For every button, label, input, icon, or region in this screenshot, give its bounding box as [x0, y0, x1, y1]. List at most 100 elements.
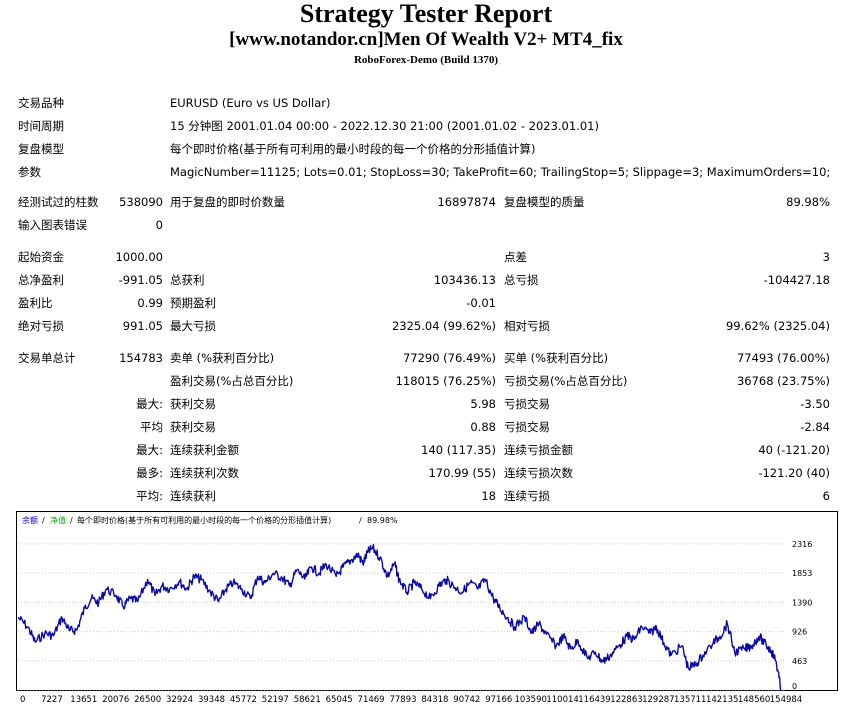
- avgcons-losses-label: 连续亏损: [504, 489, 550, 503]
- largest-prefix: 最大:: [136, 397, 163, 411]
- y-tick-label: 2316: [792, 540, 812, 549]
- legend-quality: 89.98%: [367, 516, 398, 525]
- deposit-label: 起始资金: [18, 250, 64, 264]
- x-tick-label: 26500: [134, 695, 161, 705]
- model-label: 复盘模型: [18, 142, 64, 156]
- avgcons-row: 平均: 连续获利 18 连续亏损 6: [0, 485, 852, 507]
- long-label: 买单 (%获利百分比): [504, 351, 609, 365]
- gross-loss-value: -104427.18: [763, 273, 830, 287]
- average-prefix: 平均: [140, 420, 163, 434]
- report-header: Strategy Tester Report [www.notandor.cn]…: [0, 0, 852, 68]
- params-label: 参数: [18, 165, 41, 179]
- report-title: Strategy Tester Report: [299, 0, 553, 28]
- x-tick-label: 13651: [70, 695, 97, 705]
- x-tick-label: 20076: [102, 695, 129, 705]
- gross-loss-label: 总亏损: [504, 273, 539, 287]
- loss-trades-label: 亏损交易(%占总百分比): [504, 374, 628, 388]
- bars-value: 538090: [119, 195, 163, 209]
- bars-row: 经测试过的柱数 538090 用于复盘的即时价数量 16897874 复盘模型的…: [0, 191, 852, 213]
- maxcons-wins-label: 连续获利金额: [170, 443, 239, 457]
- params-value: MagicNumber=11125; Lots=0.01; StopLoss=3…: [170, 165, 831, 179]
- maxcons-losses-label: 连续亏损金额: [504, 443, 573, 457]
- avgcons-wins-value: 18: [481, 489, 496, 503]
- x-tick-label: 110014: [546, 695, 578, 705]
- x-tick-label: 103590: [514, 695, 546, 705]
- y-axis-ticks: 2316 1853 1390 926 463 0: [792, 540, 812, 691]
- errors-value: 0: [155, 218, 163, 232]
- x-tick-label: 97166: [485, 695, 512, 705]
- x-axis-ticks: 0 7227 13651 20076 26500 32924 39348 45772 52197…: [20, 695, 802, 705]
- legend-equity: 净值: [50, 515, 66, 525]
- x-tick-label: 0: [20, 695, 25, 705]
- x-tick-label: 45772: [230, 695, 257, 705]
- loss-trades-value: 36768 (23.75%): [736, 374, 830, 388]
- y-tick-label: 1853: [792, 569, 812, 578]
- y-tick-label: 926: [792, 628, 807, 637]
- legend-separator-3: /: [359, 516, 362, 525]
- rel-dd-label: 相对亏损: [504, 319, 550, 333]
- chart-frame: [16, 511, 838, 691]
- quality-value: 89.98%: [786, 195, 830, 209]
- ticks-label: 用于复盘的即时价数量: [170, 195, 285, 209]
- x-tick-label: 71469: [358, 695, 385, 705]
- avgcons-losses-value: 6: [822, 489, 830, 503]
- x-tick-label: 142135: [706, 695, 738, 705]
- long-value: 77493 (76.00%): [736, 351, 830, 365]
- net-row: 总净盈利 -991.05 总获利 103436.13 总亏损 -104427.1…: [0, 269, 852, 291]
- errors-label: 输入图表错误: [18, 218, 87, 232]
- report-subtitle: [www.notandor.cn]Men Of Wealth V2+ MT4_f…: [229, 29, 623, 50]
- max-dd-value: 2325.04 (99.62%): [391, 319, 496, 333]
- largest-row: 最大: 获利交易 5.98 亏损交易 -3.50: [0, 393, 852, 415]
- balance-chart: 余额 / 净值 / 每个即时价格(基于所有可利用的最小时段的每一个价格的分形插值…: [16, 511, 838, 691]
- maxcons-row: 最大: 连续获利金额 140 (117.35) 连续亏损金额 40 (-121.…: [0, 439, 852, 461]
- ticks-value: 16897874: [437, 195, 496, 209]
- x-tick-label: 135711: [674, 695, 706, 705]
- x-tick-label: 84318: [421, 695, 448, 705]
- x-tick-label: 52197: [262, 695, 289, 705]
- x-tick-label: 116439: [578, 695, 610, 705]
- deposit-row: 起始资金 1000.00 点差 3: [0, 246, 852, 268]
- max-dd-label: 最大亏损: [170, 319, 216, 333]
- short-value: 77290 (76.49%): [402, 351, 496, 365]
- profit-trades-value: 118015 (76.25%): [395, 374, 496, 388]
- average-profit-label: 获利交易: [170, 420, 216, 434]
- largest-profit-value: 5.98: [470, 397, 496, 411]
- x-tick-label: 7227: [41, 695, 63, 705]
- deposit-value: 1000.00: [115, 250, 163, 264]
- x-tick-label: 39348: [198, 695, 225, 705]
- model-row: 复盘模型 每个即时价格(基于所有可利用的最小时段的每一个价格的分形插值计算): [0, 138, 852, 160]
- gross-profit-label: 总获利: [170, 273, 205, 287]
- params-row: 参数 MagicNumber=11125; Lots=0.01; StopLos…: [0, 161, 852, 183]
- x-tick-label: 154984: [770, 695, 802, 705]
- maxconsum-prefix: 最多:: [136, 466, 163, 480]
- x-tick-label: 90742: [453, 695, 480, 705]
- x-tick-label: 77893: [389, 695, 416, 705]
- bars-label: 经测试过的柱数: [18, 195, 99, 209]
- y-tick-label: 463: [792, 657, 807, 666]
- x-tick-label: 65045: [326, 695, 353, 705]
- legend-separator-2: /: [70, 516, 73, 525]
- pf-label: 盈利比: [18, 296, 53, 310]
- period-label: 时间周期: [18, 119, 64, 133]
- maxcons-losses-value: 40 (-121.20): [758, 443, 830, 457]
- spread-label: 点差: [504, 250, 527, 264]
- largest-loss-label: 亏损交易: [504, 397, 550, 411]
- maxconsum-profit-label: 连续获利次数: [170, 466, 239, 480]
- errors-row: 输入图表错误 0: [0, 214, 852, 236]
- chart-legend: 余额 / 净值 / 每个即时价格(基于所有可利用的最小时段的每一个价格的分形插值…: [22, 515, 398, 525]
- profit-trades-label: 盈利交易(%占总百分比): [170, 374, 294, 388]
- payoff-label: 预期盈利: [170, 296, 216, 310]
- period-value: 15 分钟图 2001.01.04 00:00 - 2022.12.30 21:…: [170, 119, 599, 133]
- abs-dd-label: 绝对亏损: [18, 319, 64, 333]
- x-tick-label: 148560: [738, 695, 770, 705]
- maxconsum-profit-value: 170.99 (55): [428, 466, 496, 480]
- maxconsum-loss-value: -121.20 (40): [758, 466, 830, 480]
- payoff-value: -0.01: [466, 296, 496, 310]
- x-axis: 0 7227 13651 20076 26500 32924 39348 45772 52197…: [20, 695, 802, 705]
- abs-dd-value: 991.05: [122, 319, 163, 333]
- average-loss-label: 亏损交易: [504, 420, 550, 434]
- y-tick-label: 1390: [792, 598, 812, 607]
- x-tick-label: 58621: [294, 695, 321, 705]
- maxconsum-loss-label: 连续亏损次数: [504, 466, 573, 480]
- avgcons-wins-label: 连续获利: [170, 489, 216, 503]
